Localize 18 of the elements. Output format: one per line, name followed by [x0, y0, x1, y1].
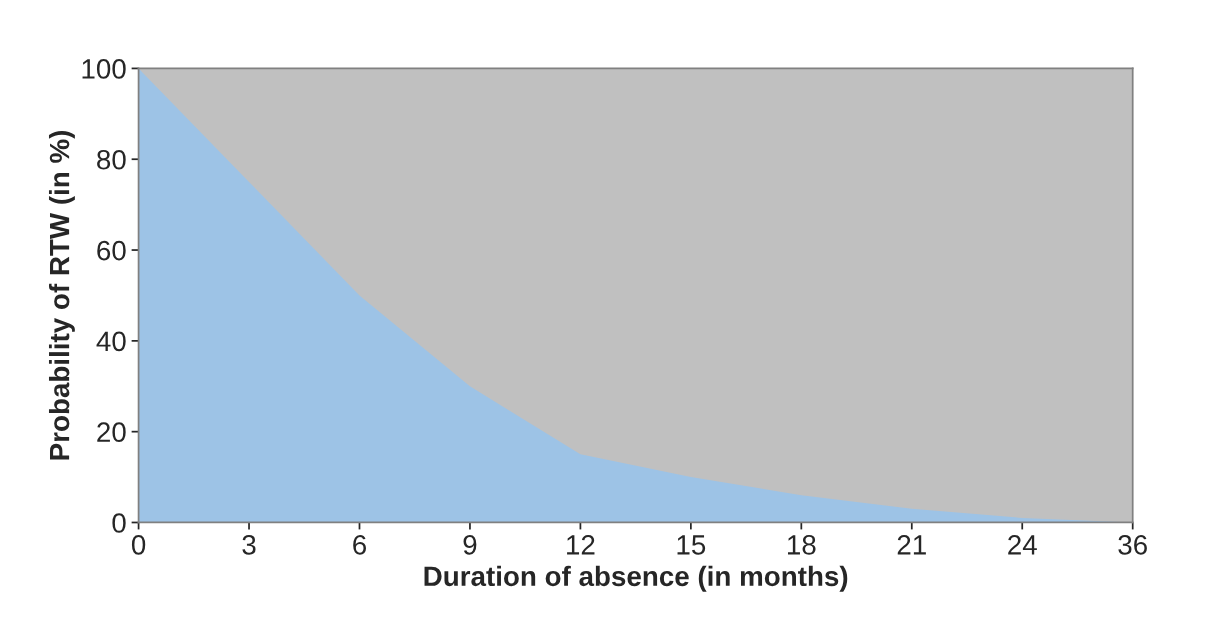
- x-tick-label: 24: [1008, 535, 1037, 555]
- y-axis-title: Probability of RTW (in %): [48, 130, 75, 460]
- y-tick-label: 60: [97, 240, 126, 261]
- y-tick-label: 20: [97, 422, 126, 443]
- x-tick-label: 0: [131, 535, 146, 555]
- y-tick-label: 80: [97, 149, 126, 170]
- x-tick-label: 18: [788, 535, 816, 555]
- x-tick-label: 12: [567, 535, 595, 555]
- x-tick-label: 36: [1118, 535, 1147, 555]
- y-tick-label: 100: [82, 59, 126, 79]
- x-tick-label: 15: [677, 535, 706, 555]
- x-tick-label: 6: [353, 535, 366, 555]
- x-tick-label: 9: [463, 535, 477, 555]
- x-tick-label: 3: [242, 535, 256, 555]
- y-tick-label: 0: [112, 513, 126, 533]
- x-tick-label: 21: [897, 535, 926, 555]
- x-axis-title: Duration of absence (in months): [424, 565, 848, 592]
- y-tick-label: 40: [96, 331, 126, 352]
